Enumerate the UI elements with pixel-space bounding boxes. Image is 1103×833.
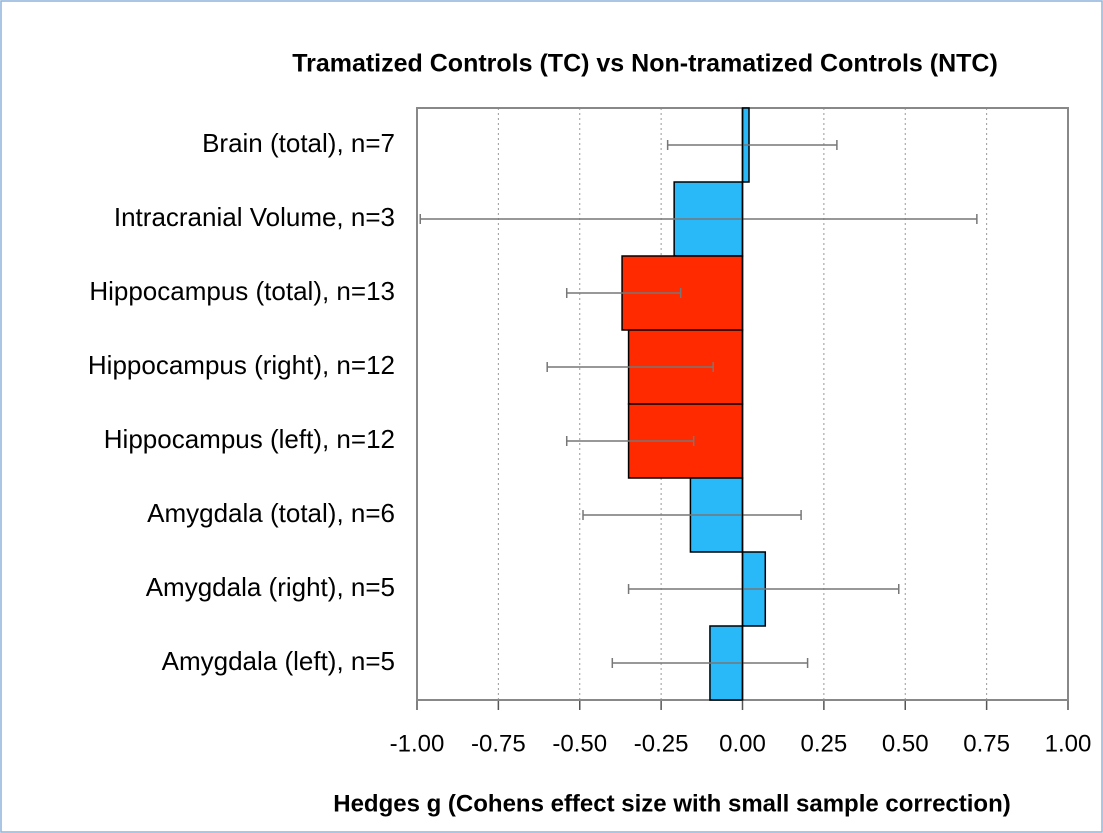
y-tick-label: Amygdala (right), n=5 bbox=[146, 572, 395, 602]
y-tick-label: Hippocampus (right), n=12 bbox=[88, 350, 395, 380]
x-tick-label: 1.00 bbox=[1045, 730, 1092, 757]
y-tick-label: Amygdala (left), n=5 bbox=[162, 646, 395, 676]
x-tick-label: -0.50 bbox=[552, 730, 607, 757]
x-tick-label: -0.75 bbox=[471, 730, 526, 757]
y-tick-label: Intracranial Volume, n=3 bbox=[114, 202, 395, 232]
x-tick-label: 0.50 bbox=[882, 730, 929, 757]
x-tick-label: -0.25 bbox=[634, 730, 689, 757]
y-tick-label: Hippocampus (left), n=12 bbox=[104, 424, 395, 454]
chart-title: Tramatized Controls (TC) vs Non-tramatiz… bbox=[292, 50, 998, 78]
y-tick-label: Hippocampus (total), n=13 bbox=[89, 276, 395, 306]
x-axis-label: Hedges g (Cohens effect size with small … bbox=[333, 790, 1011, 817]
x-tick-label: 0.75 bbox=[963, 730, 1010, 757]
x-tick-label: -1.00 bbox=[390, 730, 445, 757]
x-tick-label: 0.00 bbox=[719, 730, 766, 757]
x-tick-label: 0.25 bbox=[801, 730, 848, 757]
y-tick-label: Brain (total), n=7 bbox=[202, 128, 395, 158]
y-tick-label: Amygdala (total), n=6 bbox=[147, 498, 395, 528]
